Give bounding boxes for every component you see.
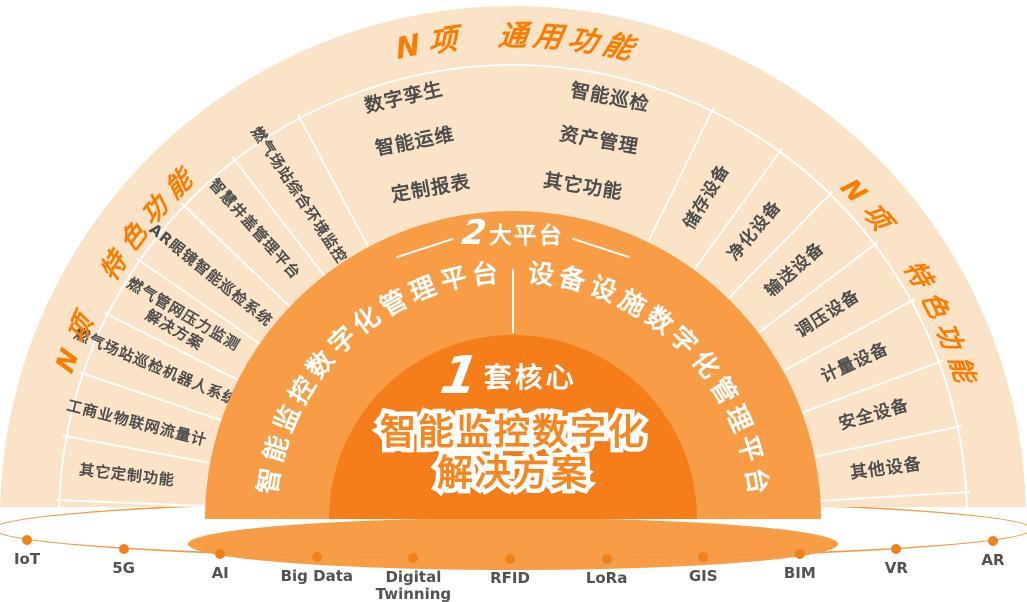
tech-label: RFID xyxy=(490,568,530,587)
tech-dot xyxy=(311,551,322,562)
tech-dot xyxy=(118,543,129,554)
platform-left-title-char: 台 xyxy=(470,258,500,291)
tech-dot xyxy=(891,544,902,555)
tech-label: IoT xyxy=(13,549,41,568)
core-title-line2-outline: 解决方案 xyxy=(432,451,591,496)
core-title-line1: 智能监控数字化 智能监控数字化 xyxy=(375,410,648,455)
platform-left-title-char: 平 xyxy=(437,262,470,298)
tech-dot xyxy=(22,534,32,545)
tech-label: AR xyxy=(981,550,1005,569)
core-count-badge: 1 套核心 xyxy=(436,346,577,406)
tech-label: AI xyxy=(211,563,229,582)
tech-dot xyxy=(505,553,515,564)
core-count-number: 1 xyxy=(436,346,483,406)
tech-dot xyxy=(698,551,709,562)
core-count-label: 套核心 xyxy=(483,361,577,394)
core-title-line1-text: 智能监控数字化 xyxy=(379,412,647,453)
tech-label: Big Data xyxy=(280,566,353,585)
platform-right-title-char: 台 xyxy=(739,465,773,496)
platform-count-number: 2 xyxy=(459,213,489,253)
core-title-line1-outline: 智能监控数字化 xyxy=(375,410,648,455)
core-title-line2: 解决方案 解决方案 xyxy=(432,451,591,496)
tech-label: LoRa xyxy=(585,568,628,587)
inner-fan: 2 大平台 智能监控数字化管理平台 设备设施数字化管理平台 1 套核心 智能监控… xyxy=(205,211,821,519)
platform-divider-line xyxy=(512,269,514,333)
platform-count-badge: 2 大平台 xyxy=(459,213,564,253)
platform-left-title-char: 智 xyxy=(253,465,287,496)
tech-dot xyxy=(408,553,419,564)
tech-label: GIS xyxy=(688,566,718,585)
tech-label: VR xyxy=(884,559,908,578)
tech-label: 5G xyxy=(112,558,135,577)
tech-dot xyxy=(794,549,805,560)
tech-label: BIM xyxy=(783,564,816,583)
platform-right-title-char: 设 xyxy=(526,258,556,291)
core-title-line2-text: 解决方案 xyxy=(436,453,590,494)
tech-dot xyxy=(601,553,612,564)
platform-count-label: 大平台 xyxy=(488,223,564,249)
tech-dot xyxy=(215,548,226,559)
tech-label: Digital Twinning xyxy=(375,568,452,602)
tech-dot xyxy=(988,535,998,546)
